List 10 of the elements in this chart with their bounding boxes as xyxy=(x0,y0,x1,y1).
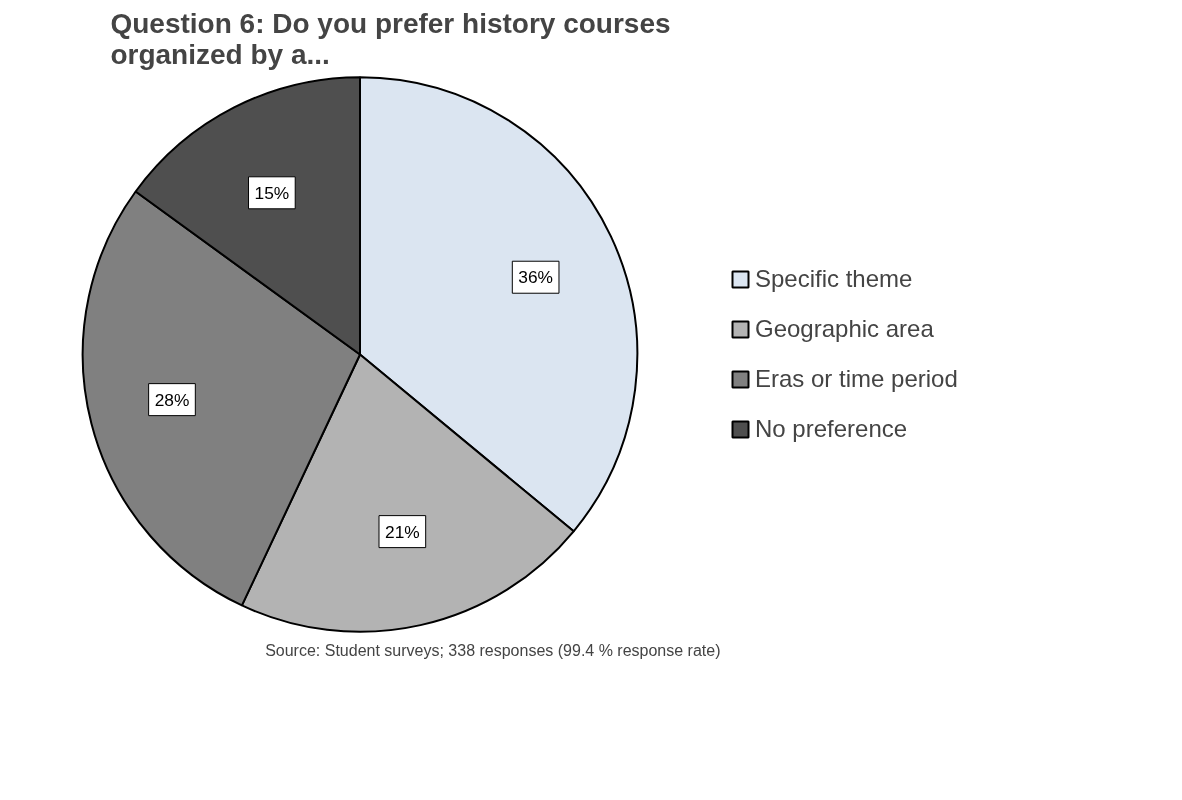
data-label: 28% xyxy=(154,389,190,410)
legend-label: Specific theme xyxy=(755,265,913,293)
legend-label: No preference xyxy=(755,415,908,443)
data-label: 21% xyxy=(385,521,420,542)
legend-label: Geographic area xyxy=(755,315,934,343)
source-note: Source: Student surveys; 338 responses (99.4 % response rate) xyxy=(265,641,721,659)
legend-label: Eras or time period xyxy=(755,365,958,393)
chart-title: Question 6: Do you prefer history courses organized by a... xyxy=(110,7,671,70)
data-label: 15% xyxy=(254,182,290,203)
data-label: 36% xyxy=(518,267,553,288)
